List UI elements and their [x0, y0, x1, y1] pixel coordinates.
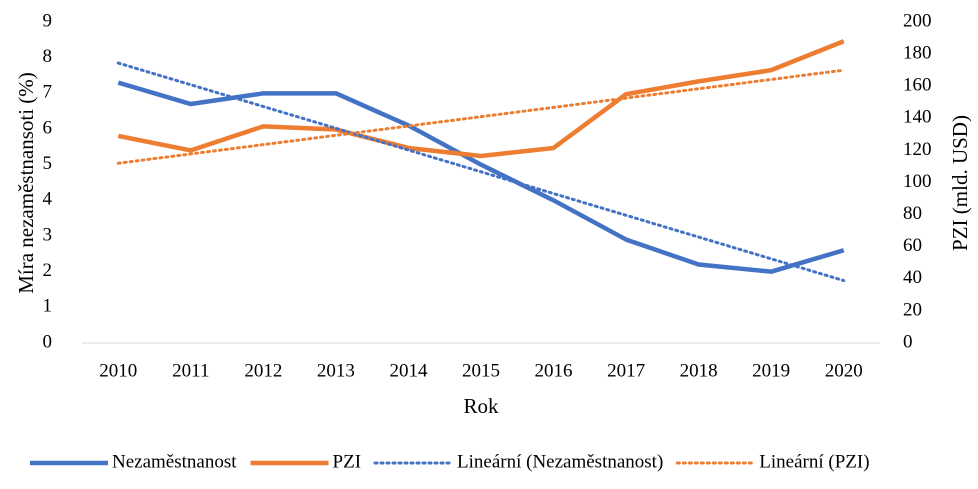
- y2-tick-label: 140: [903, 107, 932, 128]
- y-tick-label: 7: [43, 82, 53, 103]
- series-line: [117, 80, 845, 274]
- x-tick-label: 2018: [680, 360, 718, 381]
- y2-tick-label: 160: [903, 75, 932, 96]
- legend-label: Nezaměstnanost: [112, 451, 237, 472]
- x-tick-label: 2011: [172, 360, 209, 381]
- y2-tick-label: 200: [903, 10, 932, 31]
- y2-tick-label: 180: [903, 42, 932, 63]
- y-tick-label: 5: [43, 153, 53, 174]
- y-tick-label: 4: [43, 189, 53, 210]
- y-tick-label: 0: [43, 331, 53, 352]
- legend-label: Lineární (PZI): [759, 451, 869, 472]
- y2-axis-label: PZI (mld. USD): [948, 115, 972, 251]
- x-tick-label: 2012: [244, 360, 282, 381]
- y-tick-label: 2: [43, 260, 53, 281]
- x-tick-label: 2019: [752, 360, 790, 381]
- y-tick-label: 1: [43, 296, 53, 317]
- series-line: [116, 61, 846, 283]
- x-axis-label: Rok: [463, 394, 499, 418]
- y2-tick-label: 80: [903, 203, 922, 224]
- y-tick-label: 9: [43, 10, 53, 31]
- y-tick-label: 8: [43, 46, 53, 67]
- legend-label: Lineární (Nezaměstnanost): [457, 451, 663, 472]
- x-tick-label: 2020: [825, 360, 863, 381]
- y-tick-label: 6: [43, 117, 53, 138]
- series-line: [117, 39, 845, 159]
- x-tick-label: 2014: [389, 360, 428, 381]
- x-tick-label: 2016: [535, 360, 573, 381]
- x-tick-label: 2013: [317, 360, 355, 381]
- y-axis-label: Míra nezaměstnansoti (%): [14, 72, 38, 294]
- y2-tick-label: 100: [903, 171, 932, 192]
- legend-label: PZI: [333, 451, 362, 472]
- x-tick-label: 2010: [99, 360, 137, 381]
- series-line: [116, 68, 846, 165]
- x-tick-label: 2015: [462, 360, 500, 381]
- y2-tick-label: 60: [903, 235, 922, 256]
- x-tick-label: 2017: [607, 360, 645, 381]
- y2-tick-label: 40: [903, 267, 922, 288]
- y2-tick-label: 120: [903, 139, 932, 160]
- y2-tick-label: 20: [903, 299, 922, 320]
- y2-tick-label: 0: [903, 331, 913, 352]
- y-tick-label: 3: [43, 224, 53, 245]
